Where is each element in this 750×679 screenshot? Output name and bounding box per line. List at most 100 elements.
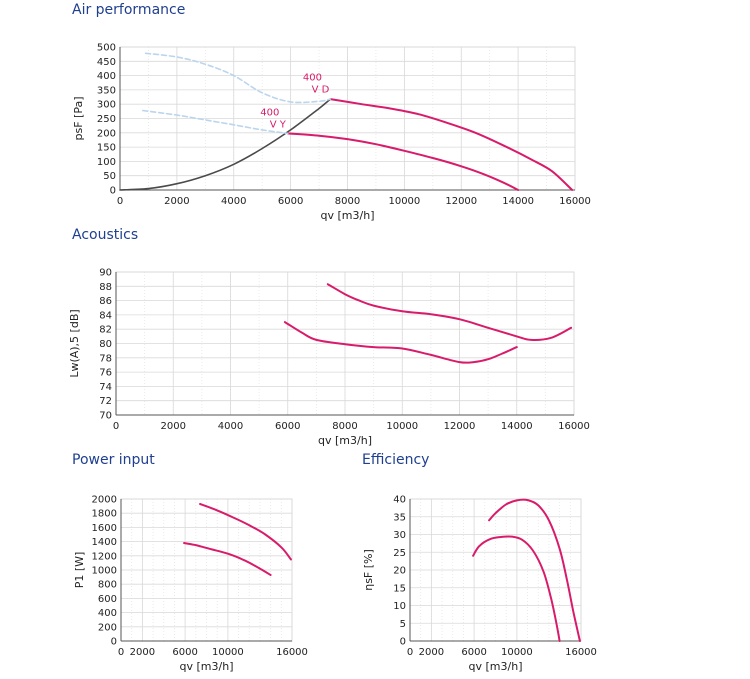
power-y-tick-label: 1200 (92, 551, 117, 562)
acoustics-y-tick-label: 74 (99, 382, 112, 393)
power-x-tick-label: 6000 (172, 647, 197, 658)
acoustics-y-tick-label: 70 (99, 411, 112, 422)
efficiency-x-tick-label: 0 (407, 647, 413, 658)
acoustics-y-tick-label: 84 (99, 310, 112, 321)
air-y-tick-label: 450 (97, 57, 116, 68)
efficiency-x-axis-label: qv [m3/h] (469, 660, 523, 673)
power-y-tick-label: 800 (98, 580, 117, 591)
acoustics-x-tick-label: 8000 (332, 421, 357, 432)
air-x-axis-label: qv [m3/h] (321, 209, 375, 222)
acoustics-y-tick-label: 76 (99, 368, 112, 379)
air-y-tick-label: 0 (110, 186, 116, 197)
efficiency-y-tick-label: 0 (400, 637, 406, 648)
acoustics-series-curve (326, 283, 573, 341)
air-x-tick-label: 14000 (502, 196, 534, 207)
power-y-tick-label: 400 (98, 608, 117, 619)
efficiency-y-tick-label: 15 (393, 583, 406, 594)
power-series-curve (183, 542, 272, 576)
power-y-tick-label: 600 (98, 594, 117, 605)
acoustics-x-tick-label: 4000 (218, 421, 243, 432)
air-x-tick-label: 12000 (445, 196, 477, 207)
acoustics-y-tick-label: 82 (99, 325, 112, 336)
acoustics-title: Acoustics (72, 227, 139, 243)
efficiency-chart: 0 5 10 15 20 25 30 35 40 0 2000 6000 10000 16000 qv [m… (362, 495, 597, 674)
efficiency-y-tick-label: 5 (400, 619, 406, 630)
power-y-axis-label: P1 [W] (73, 552, 86, 589)
efficiency-y-tick-label: 25 (393, 548, 406, 559)
acoustics-y-tick-label: 90 (99, 268, 112, 279)
air-chart: 0 50 100 150 200 250 300 350 400 450 500 0 2000 4000 6… (72, 43, 591, 223)
acoustics-x-tick-label: 14000 (501, 421, 533, 432)
power-y-tick-label: 1400 (92, 537, 117, 548)
air-x-tick-label: 4000 (221, 196, 246, 207)
acoustics-chart: 70 72 74 76 78 80 82 84 86 88 90 0 2000 4000 6000 8000 1… (68, 268, 590, 448)
power-y-tick-label: 2000 (92, 495, 117, 506)
air-y-tick-label: 250 (97, 114, 116, 125)
air-y-tick-label: 350 (97, 85, 116, 96)
efficiency-y-tick-label: 20 (393, 566, 406, 577)
efficiency-y-tick-label: 40 (393, 495, 406, 506)
air-y-tick-label: 150 (97, 143, 116, 154)
air-curve-label: V Y (270, 119, 287, 130)
air-dashed-curve (142, 109, 289, 135)
power-y-tick-label: 1600 (92, 523, 117, 534)
acoustics-series-curve (283, 321, 518, 364)
efficiency-x-tick-label: 16000 (565, 647, 597, 658)
air-y-tick-label: 400 (97, 71, 116, 82)
air-system-curve (119, 98, 332, 191)
efficiency-x-tick-label: 2000 (419, 647, 444, 658)
air-dashed-curve (144, 52, 332, 104)
power-series-curve (199, 503, 292, 561)
air-x-tick-label: 16000 (559, 196, 591, 207)
power-x-tick-label: 2000 (130, 647, 155, 658)
air-x-tick-label: 6000 (278, 196, 303, 207)
air-y-axis-label: psF [Pa] (72, 97, 85, 141)
acoustics-y-tick-label: 86 (99, 296, 112, 307)
acoustics-y-axis-label: Lw(A),5 [dB] (68, 309, 81, 377)
air-y-tick-label: 300 (97, 100, 116, 111)
air-series-curve (329, 98, 574, 191)
air-x-tick-label: 10000 (388, 196, 420, 207)
efficiency-series-curve (472, 535, 561, 642)
air-y-tick-label: 100 (97, 157, 116, 168)
power-x-axis-label: qv [m3/h] (180, 660, 234, 673)
air-performance-title: Air performance (72, 2, 186, 18)
efficiency-series-curve (488, 498, 581, 642)
acoustics-x-tick-label: 6000 (275, 421, 300, 432)
efficiency-y-tick-label: 30 (393, 530, 406, 541)
power-x-tick-label: 10000 (212, 647, 244, 658)
acoustics-y-tick-label: 72 (99, 396, 112, 407)
air-series-curve (286, 132, 520, 191)
power-input-title: Power input (72, 452, 155, 468)
air-curve-label: 400 (303, 72, 322, 83)
power-x-tick-label: 16000 (276, 647, 308, 658)
air-x-tick-label: 0 (117, 196, 123, 207)
efficiency-y-tick-label: 35 (393, 512, 406, 523)
efficiency-y-tick-label: 10 (393, 601, 406, 612)
acoustics-y-tick-label: 88 (99, 282, 112, 293)
power-y-tick-label: 1000 (92, 566, 117, 577)
acoustics-x-tick-label: 2000 (161, 421, 186, 432)
air-x-tick-label: 8000 (335, 196, 360, 207)
power-y-tick-label: 200 (98, 622, 117, 633)
acoustics-x-tick-label: 10000 (386, 421, 418, 432)
acoustics-x-axis-label: qv [m3/h] (318, 434, 372, 447)
air-y-tick-label: 500 (97, 43, 116, 54)
efficiency-y-axis-label: ηsF [%] (362, 549, 375, 591)
acoustics-y-tick-label: 80 (99, 339, 112, 350)
power-x-tick-label: 0 (118, 647, 124, 658)
efficiency-title: Efficiency (362, 452, 430, 468)
acoustics-x-tick-label: 0 (113, 421, 119, 432)
air-x-tick-label: 2000 (164, 196, 189, 207)
air-curve-label: V D (312, 84, 330, 95)
power-y-tick-label: 0 (111, 637, 117, 648)
acoustics-x-tick-label: 12000 (444, 421, 476, 432)
acoustics-x-tick-label: 16000 (558, 421, 590, 432)
efficiency-x-tick-label: 10000 (501, 647, 533, 658)
air-y-tick-label: 50 (103, 171, 116, 182)
efficiency-x-tick-label: 6000 (461, 647, 486, 658)
power-y-tick-label: 1800 (92, 509, 117, 520)
air-curve-label: 400 (260, 107, 279, 118)
power-chart: 0 200 400 600 800 1000 1200 1400 1600 1800 2000 0 20… (73, 495, 308, 674)
